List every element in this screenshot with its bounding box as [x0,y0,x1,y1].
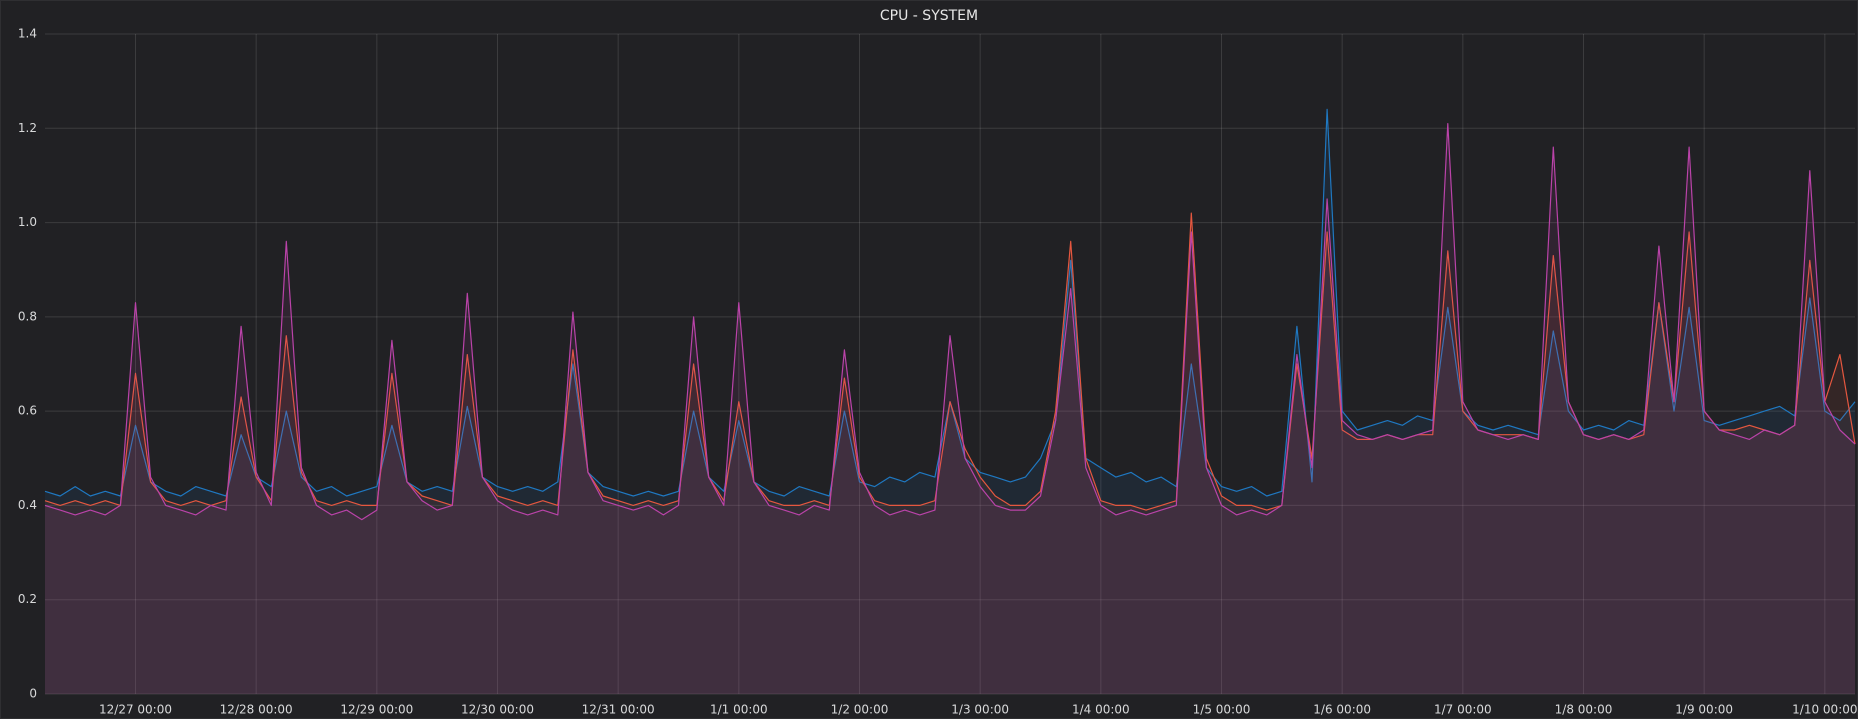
x-tick-label: 1/5 00:00 [1193,703,1251,717]
x-tick-label: 1/9 00:00 [1675,703,1733,717]
x-tick-label: 1/6 00:00 [1313,703,1371,717]
series-line [44,123,1856,521]
y-tick-label: 0 [29,687,37,701]
series-area [45,109,1855,694]
series-area [45,123,1855,695]
x-tick-label: 1/10 00:00 [1792,703,1857,717]
y-tick-label: 1.4 [18,27,37,41]
chart-title: CPU - SYSTEM [880,8,978,24]
y-tick-label: 0.2 [18,592,37,606]
y-tick-label: 0.4 [18,498,37,512]
series-line [44,212,1856,511]
x-tick-label: 1/1 00:00 [710,703,768,717]
y-tick-label: 0.8 [18,309,37,323]
x-tick-label: 12/30 00:00 [461,703,534,717]
x-tick-label: 1/3 00:00 [951,703,1009,717]
x-tick-label: 1/4 00:00 [1072,703,1130,717]
y-tick-label: 1.0 [18,215,37,229]
x-tick-label: 12/28 00:00 [220,703,293,717]
x-tick-label: 1/2 00:00 [831,703,889,717]
x-tick-label: 12/29 00:00 [340,703,413,717]
series-area [45,213,1855,694]
x-tick-label: 12/27 00:00 [99,703,172,717]
x-tick-label: 12/31 00:00 [582,703,655,717]
x-tick-label: 1/8 00:00 [1555,703,1613,717]
y-tick-label: 0.6 [18,404,37,418]
y-tick-label: 1.2 [18,121,37,135]
x-tick-label: 1/7 00:00 [1434,703,1492,717]
